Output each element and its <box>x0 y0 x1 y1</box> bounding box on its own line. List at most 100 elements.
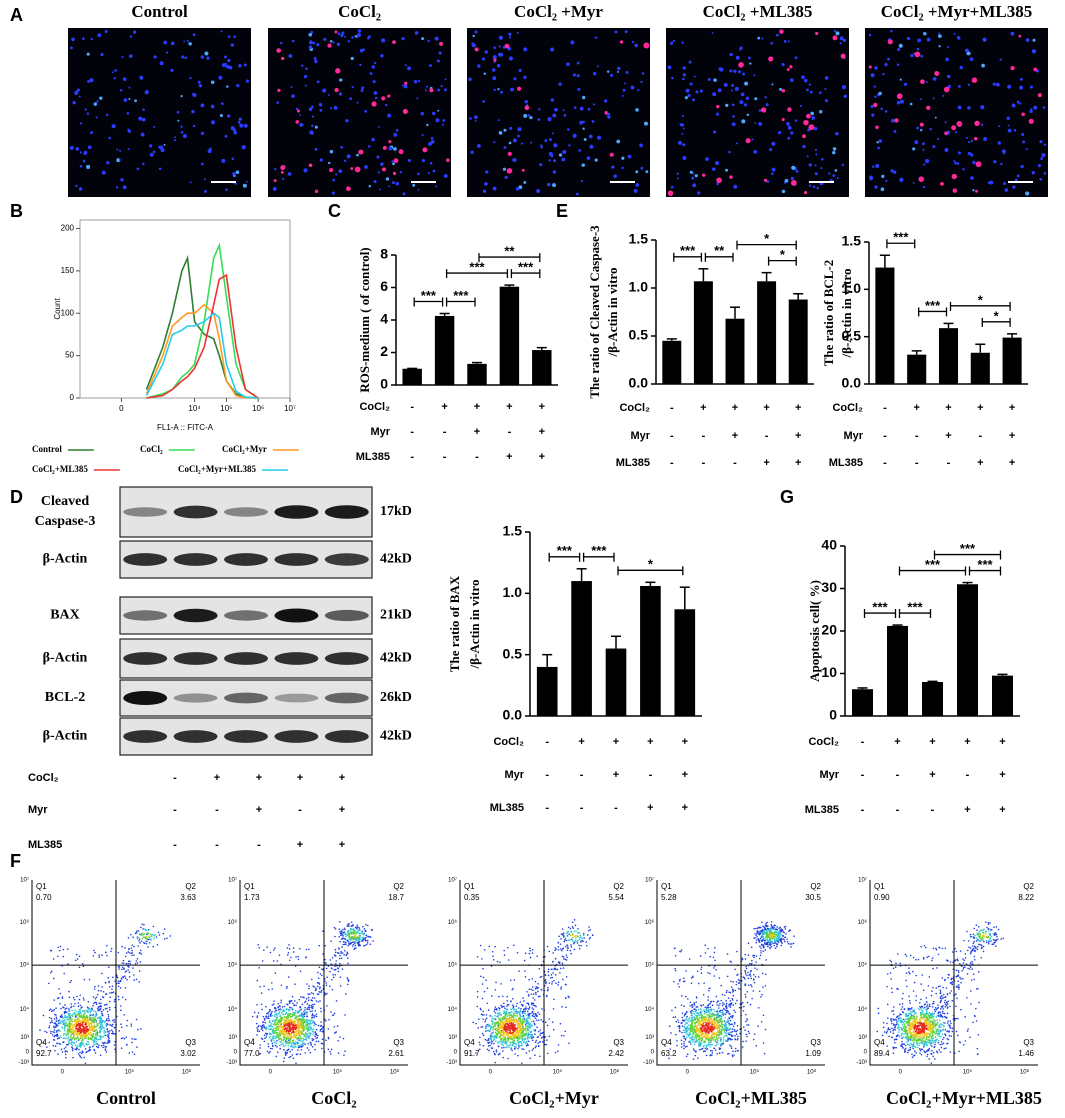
flow-event <box>308 1006 311 1009</box>
cell-nucleus <box>1016 174 1020 178</box>
flow-event <box>279 1024 282 1026</box>
flow-event <box>554 1051 557 1054</box>
flow-event <box>79 1055 82 1058</box>
flow-event <box>121 968 123 971</box>
flow-event <box>333 1012 336 1015</box>
bar <box>875 267 895 384</box>
flow-event <box>75 1037 78 1040</box>
flow-event <box>71 1030 74 1033</box>
flow-event <box>299 1037 301 1040</box>
flow-event <box>69 1024 72 1027</box>
flow-event <box>271 1042 274 1045</box>
cell-nucleus <box>824 76 829 80</box>
treatment-sign: + <box>1009 430 1015 442</box>
flow-event <box>157 931 160 934</box>
cell-nucleus <box>711 32 714 34</box>
cell-nucleus <box>932 145 936 149</box>
ros-cell <box>803 119 809 126</box>
cell-nucleus <box>86 112 90 115</box>
flow-event <box>272 1039 275 1041</box>
flow-event <box>326 976 328 978</box>
cell-nucleus <box>1025 148 1028 151</box>
flow-event <box>279 1009 282 1011</box>
cell-nucleus <box>781 62 785 67</box>
cell-nucleus <box>992 82 996 86</box>
flow-event <box>61 1014 63 1016</box>
cell-nucleus <box>440 84 443 88</box>
treatment-sign: + <box>647 736 653 748</box>
flow-event <box>113 1044 116 1046</box>
flow-event <box>510 1010 513 1013</box>
significance-label: * <box>994 308 1000 323</box>
flow-event <box>95 996 98 998</box>
flow-event <box>287 976 290 978</box>
flow-event <box>583 937 585 939</box>
flow-event <box>105 993 108 995</box>
flow-event <box>97 989 100 992</box>
flow-event <box>514 1015 517 1017</box>
cell-nucleus <box>378 126 380 128</box>
cell-nucleus <box>887 57 891 61</box>
flow-event <box>256 1016 259 1019</box>
flow-event <box>330 1011 332 1013</box>
flow-event <box>335 1000 338 1002</box>
cell-nucleus <box>807 128 811 132</box>
flow-event <box>302 1040 304 1042</box>
ros-cell <box>952 188 958 193</box>
flow-event <box>265 1026 268 1028</box>
cell-nucleus <box>558 82 562 86</box>
quadrant-name: Q3 <box>393 1038 404 1047</box>
flow-event <box>138 940 140 942</box>
treatment-sign: + <box>1009 402 1015 414</box>
cell-nucleus <box>562 109 565 112</box>
flow-event <box>118 998 120 1001</box>
flow-event <box>76 1024 79 1027</box>
flow-event <box>344 941 346 943</box>
flow-event <box>276 1039 278 1042</box>
flow-event <box>483 990 486 993</box>
flow-event <box>346 938 348 941</box>
flow-event <box>70 1003 72 1005</box>
cell-nucleus <box>914 140 919 145</box>
flow-event <box>509 1043 512 1046</box>
flow-event <box>320 989 323 992</box>
flow-event <box>58 988 60 990</box>
flow-event <box>48 1026 50 1029</box>
flow-event <box>501 995 504 998</box>
cell-nucleus <box>492 76 497 81</box>
cell-nucleus <box>380 162 384 166</box>
cell-nucleus <box>82 159 86 163</box>
flow-event <box>548 1035 550 1038</box>
flow-event <box>525 1006 527 1008</box>
cell-nucleus <box>1006 116 1010 120</box>
flow-event <box>58 1037 61 1039</box>
flow-event <box>131 1051 134 1053</box>
x-tick-label: 10⁸ <box>390 1069 400 1076</box>
ros-cell <box>975 189 978 193</box>
flow-event <box>271 1028 273 1030</box>
flow-event <box>516 1002 519 1005</box>
flow-event <box>92 1033 94 1035</box>
cell-nucleus <box>868 33 872 37</box>
blot-band <box>224 507 268 517</box>
flow-event <box>531 949 534 951</box>
y-tick-label: 10⁴ <box>228 1006 238 1013</box>
flow-event <box>531 1007 534 1009</box>
flow-event <box>286 1027 289 1029</box>
cell-nucleus <box>681 132 684 135</box>
cell-nucleus <box>444 88 447 92</box>
flow-event <box>531 1014 534 1017</box>
flow-event <box>101 986 103 988</box>
image-background <box>467 28 650 197</box>
cell-nucleus <box>771 83 774 86</box>
cell-nucleus <box>576 61 580 65</box>
cell-nucleus <box>643 121 649 126</box>
flow-event <box>582 934 585 937</box>
cell-nucleus <box>794 56 798 60</box>
cell-nucleus <box>119 89 123 92</box>
cell-nucleus <box>114 69 117 72</box>
cell-nucleus <box>1001 149 1006 154</box>
flow-event <box>527 1040 530 1043</box>
cell-nucleus <box>592 71 597 76</box>
flow-event <box>581 939 584 942</box>
